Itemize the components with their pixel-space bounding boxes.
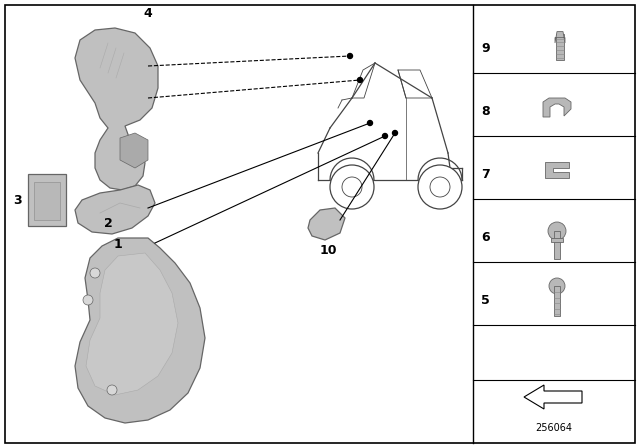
Text: 4: 4 [143,7,152,20]
Circle shape [342,177,362,197]
Circle shape [83,295,93,305]
Text: 5: 5 [481,293,490,306]
Polygon shape [545,162,569,178]
Text: 2: 2 [104,217,113,230]
Circle shape [549,278,565,294]
Bar [551,238,563,242]
Text: 8: 8 [481,104,490,117]
Polygon shape [543,98,571,117]
Polygon shape [86,253,178,395]
Polygon shape [555,32,565,43]
Bar [28,174,66,226]
Text: 1: 1 [114,238,122,251]
Circle shape [418,165,462,209]
Bar [554,231,560,259]
Circle shape [548,222,566,240]
Circle shape [358,78,362,82]
Polygon shape [75,185,155,234]
Bar [554,286,560,316]
Text: 10: 10 [319,244,337,257]
Polygon shape [75,28,158,190]
Bar [556,34,564,60]
Circle shape [330,165,374,209]
Polygon shape [75,238,205,423]
Circle shape [430,177,450,197]
Circle shape [383,134,387,138]
Text: 9: 9 [481,42,490,55]
Polygon shape [120,133,148,168]
Circle shape [90,268,100,278]
Circle shape [348,53,353,59]
Text: 7: 7 [481,168,490,181]
Polygon shape [308,208,345,240]
Bar [34,182,60,220]
Text: 6: 6 [481,231,490,244]
Text: 3: 3 [13,194,22,207]
Circle shape [392,130,397,135]
Circle shape [107,385,117,395]
Circle shape [367,121,372,125]
Text: 256064: 256064 [536,423,573,433]
